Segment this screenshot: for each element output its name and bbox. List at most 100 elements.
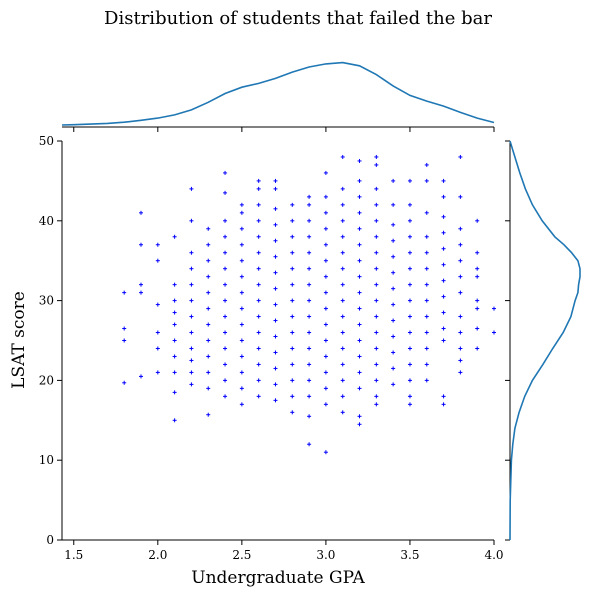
- data-point: [458, 242, 463, 247]
- data-point: [374, 394, 379, 399]
- data-point: [223, 234, 228, 239]
- data-point: [172, 234, 177, 239]
- data-point: [475, 250, 480, 255]
- data-point: [223, 190, 228, 195]
- data-point: [172, 322, 177, 327]
- data-point: [391, 334, 396, 339]
- data-point: [374, 362, 379, 367]
- data-point: [122, 290, 127, 295]
- data-point: [223, 218, 228, 223]
- y-tick-label: 0: [46, 533, 54, 547]
- data-point: [424, 250, 429, 255]
- data-point: [357, 242, 362, 247]
- data-point: [239, 370, 244, 375]
- marginal-y-density: [505, 140, 581, 541]
- data-point: [290, 378, 295, 383]
- data-point: [256, 394, 261, 399]
- data-point: [239, 338, 244, 343]
- data-point: [273, 206, 278, 211]
- data-point: [441, 310, 446, 315]
- data-point: [424, 314, 429, 319]
- data-point: [424, 346, 429, 351]
- data-point: [223, 266, 228, 271]
- data-point: [340, 202, 345, 207]
- data-point: [357, 158, 362, 163]
- data-point: [273, 186, 278, 191]
- data-point: [273, 286, 278, 291]
- data-point: [441, 338, 446, 343]
- data-point: [139, 242, 144, 247]
- data-point: [172, 390, 177, 395]
- data-point: [407, 402, 412, 407]
- data-point: [206, 386, 211, 391]
- data-point: [307, 202, 312, 207]
- data-point: [155, 302, 160, 307]
- data-point: [323, 306, 328, 311]
- data-point: [273, 382, 278, 387]
- data-point: [239, 210, 244, 215]
- data-point: [189, 282, 194, 287]
- data-point: [391, 270, 396, 275]
- data-point: [239, 290, 244, 295]
- data-point: [458, 346, 463, 351]
- data-point: [323, 354, 328, 359]
- data-point: [323, 274, 328, 279]
- x-tick-label: 1.5: [64, 548, 83, 562]
- data-point: [307, 250, 312, 255]
- data-point: [374, 154, 379, 159]
- data-point: [155, 330, 160, 335]
- data-point: [374, 186, 379, 191]
- data-point: [357, 258, 362, 263]
- data-point: [206, 338, 211, 343]
- data-point: [340, 314, 345, 319]
- data-point: [256, 250, 261, 255]
- data-point: [391, 382, 396, 387]
- data-point: [189, 186, 194, 191]
- scatter-points: [122, 154, 496, 455]
- data-point: [374, 250, 379, 255]
- data-point: [340, 186, 345, 191]
- data-point: [441, 326, 446, 331]
- data-point: [172, 338, 177, 343]
- data-point: [139, 282, 144, 287]
- data-point: [441, 230, 446, 235]
- data-point: [273, 350, 278, 355]
- data-point: [374, 218, 379, 223]
- data-point: [458, 314, 463, 319]
- marginal-x-kde-line: [61, 61, 495, 126]
- data-point: [458, 330, 463, 335]
- data-point: [307, 314, 312, 319]
- data-point: [458, 274, 463, 279]
- y-axis-label: LSAT score: [9, 291, 29, 389]
- data-point: [290, 314, 295, 319]
- data-point: [273, 238, 278, 243]
- data-point: [357, 338, 362, 343]
- data-point: [223, 170, 228, 175]
- data-point: [323, 242, 328, 247]
- data-point: [239, 258, 244, 263]
- data-point: [189, 330, 194, 335]
- y-tick-label: 20: [39, 373, 54, 387]
- data-point: [391, 254, 396, 259]
- y-tick-label: 50: [39, 134, 54, 148]
- data-point: [172, 354, 177, 359]
- y-tick-label: 30: [39, 294, 54, 308]
- data-point: [155, 346, 160, 351]
- x-tick-label: 2.0: [148, 548, 167, 562]
- data-point: [256, 282, 261, 287]
- data-point: [458, 290, 463, 295]
- data-point: [357, 386, 362, 391]
- data-point: [357, 274, 362, 279]
- data-point: [273, 366, 278, 371]
- data-point: [307, 362, 312, 367]
- data-point: [340, 250, 345, 255]
- data-point: [206, 258, 211, 263]
- data-point: [206, 226, 211, 231]
- data-point: [172, 298, 177, 303]
- data-point: [323, 258, 328, 263]
- data-point: [340, 410, 345, 415]
- data-point: [374, 346, 379, 351]
- data-point: [441, 294, 446, 299]
